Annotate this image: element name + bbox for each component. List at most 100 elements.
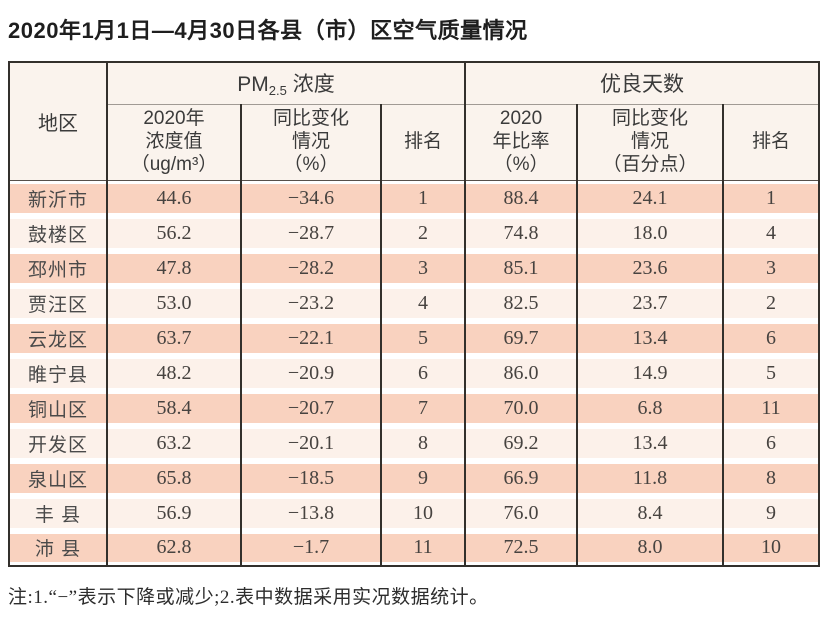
col-header-pm-change: 同比变化 情况 （%） bbox=[241, 104, 382, 181]
table-row: 云龙区 63.7 −22.1 5 69.7 13.4 6 bbox=[9, 320, 820, 356]
cell-rate-rank: 2 bbox=[723, 286, 820, 321]
cell-rate-rank: 5 bbox=[723, 356, 820, 391]
cell-rate-change: 8.0 bbox=[577, 530, 725, 566]
cell-pm-rank: 1 bbox=[381, 180, 467, 216]
cell-pm-rank: 11 bbox=[381, 530, 467, 566]
col-header-rate-change: 同比变化 情况 （百分点） bbox=[577, 104, 725, 181]
cell-rate-rank: 10 bbox=[723, 531, 820, 566]
good-days-label: 优良天数 bbox=[600, 73, 685, 97]
cell-rate-rank: 1 bbox=[723, 181, 820, 216]
table-row: 邳州市 47.8 −28.2 3 85.1 23.6 3 bbox=[9, 250, 820, 286]
col-header-pm-value: 2020年 浓度值 （ug/m³） bbox=[107, 104, 242, 181]
cell-region: 新沂市 bbox=[9, 180, 108, 216]
cell-rate-change: 13.4 bbox=[577, 425, 725, 461]
table-row: 贾汪区 53.0 −23.2 4 82.5 23.7 2 bbox=[9, 285, 820, 321]
cell-rate-change: 13.4 bbox=[577, 320, 725, 356]
group-header-row: 地区 PM2.5 浓度 优良天数 bbox=[9, 62, 820, 181]
cell-region: 沛 县 bbox=[9, 530, 108, 566]
cell-rate: 70.0 bbox=[465, 390, 579, 426]
cell-region: 泉山区 bbox=[9, 460, 108, 496]
cell-pm-value: 44.6 bbox=[107, 180, 242, 216]
cell-rate-change: 11.8 bbox=[577, 460, 725, 496]
cell-rate: 86.0 bbox=[465, 355, 579, 391]
cell-rate-rank: 6 bbox=[723, 321, 820, 356]
cell-pm-change: −1.7 bbox=[241, 530, 382, 566]
cell-rate: 82.5 bbox=[465, 285, 579, 321]
cell-rate: 74.8 bbox=[465, 215, 579, 251]
cell-pm-change: −20.7 bbox=[241, 390, 382, 426]
sub-header-row: 2020年 浓度值 （ug/m³） 同比变化 情况 （%） 排名 2020 年比… bbox=[9, 104, 820, 181]
cell-rate-change: 24.1 bbox=[577, 180, 725, 216]
air-quality-table: 地区 PM2.5 浓度 优良天数 2020年 浓度值 （ug/m³） 同比变化 … bbox=[8, 61, 821, 567]
cell-pm-value: 56.9 bbox=[107, 495, 242, 531]
table-row: 沛 县 62.8 −1.7 11 72.5 8.0 10 bbox=[9, 530, 820, 566]
pm25-label-suffix: 浓度 bbox=[286, 73, 335, 97]
cell-pm-rank: 5 bbox=[381, 320, 467, 356]
cell-pm-rank: 9 bbox=[381, 460, 467, 496]
cell-pm-rank: 4 bbox=[381, 285, 467, 321]
cell-pm-change: −18.5 bbox=[241, 460, 382, 496]
cell-region: 开发区 bbox=[9, 425, 108, 461]
table-row: 新沂市 44.6 −34.6 1 88.4 24.1 1 bbox=[9, 180, 820, 216]
cell-pm-rank: 10 bbox=[381, 495, 467, 531]
cell-rate-change: 14.9 bbox=[577, 355, 725, 391]
cell-rate: 76.0 bbox=[465, 495, 579, 531]
cell-rate-change: 18.0 bbox=[577, 215, 725, 251]
cell-pm-change: −23.2 bbox=[241, 285, 382, 321]
cell-pm-value: 53.0 bbox=[107, 285, 242, 321]
table-header: 地区 PM2.5 浓度 优良天数 2020年 浓度值 （ug/m³） 同比变化 … bbox=[9, 62, 820, 181]
cell-rate-change: 23.6 bbox=[577, 250, 725, 286]
cell-rate-rank: 9 bbox=[723, 496, 820, 531]
cell-region: 鼓楼区 bbox=[9, 215, 108, 251]
cell-rate-rank: 6 bbox=[723, 426, 820, 461]
cell-rate-rank: 11 bbox=[723, 391, 820, 426]
cell-rate-change: 23.7 bbox=[577, 285, 725, 321]
table-row: 铜山区 58.4 −20.7 7 70.0 6.8 11 bbox=[9, 390, 820, 426]
cell-rate: 66.9 bbox=[465, 460, 579, 496]
cell-pm-change: −28.7 bbox=[241, 215, 382, 251]
pm25-subscript: 2.5 bbox=[268, 83, 287, 99]
cell-rate: 69.7 bbox=[465, 320, 579, 356]
cell-pm-change: −20.9 bbox=[241, 355, 382, 391]
cell-rate: 69.2 bbox=[465, 425, 579, 461]
table-row: 丰 县 56.9 −13.8 10 76.0 8.4 9 bbox=[9, 495, 820, 531]
cell-region: 邳州市 bbox=[9, 250, 108, 286]
cell-pm-change: −13.8 bbox=[241, 495, 382, 531]
cell-rate-rank: 8 bbox=[723, 461, 820, 496]
cell-pm-value: 63.2 bbox=[107, 425, 242, 461]
cell-pm-value: 47.8 bbox=[107, 250, 242, 286]
table-row: 开发区 63.2 −20.1 8 69.2 13.4 6 bbox=[9, 425, 820, 461]
table-row: 泉山区 65.8 −18.5 9 66.9 11.8 8 bbox=[9, 460, 820, 496]
good-days-group-header: 优良天数 bbox=[465, 62, 820, 105]
cell-pm-rank: 8 bbox=[381, 425, 467, 461]
cell-pm-change: −34.6 bbox=[241, 180, 382, 216]
col-header-rate: 2020 年比率 （%） bbox=[465, 104, 579, 181]
pm25-group-header: PM2.5 浓度 bbox=[107, 62, 467, 105]
table-body: 新沂市 44.6 −34.6 1 88.4 24.1 1 鼓楼区 56.2 −2… bbox=[9, 180, 820, 566]
cell-pm-rank: 7 bbox=[381, 390, 467, 426]
table-row: 睢宁县 48.2 −20.9 6 86.0 14.9 5 bbox=[9, 355, 820, 391]
cell-pm-value: 48.2 bbox=[107, 355, 242, 391]
cell-pm-rank: 6 bbox=[381, 355, 467, 391]
cell-pm-change: −28.2 bbox=[241, 250, 382, 286]
cell-region: 贾汪区 bbox=[9, 285, 108, 321]
cell-pm-change: −20.1 bbox=[241, 425, 382, 461]
pm25-label-prefix: PM bbox=[237, 73, 269, 97]
cell-rate-change: 6.8 bbox=[577, 390, 725, 426]
cell-region: 丰 县 bbox=[9, 495, 108, 531]
cell-pm-value: 62.8 bbox=[107, 530, 242, 566]
region-column-header: 地区 bbox=[9, 62, 108, 181]
cell-rate-change: 8.4 bbox=[577, 495, 725, 531]
cell-pm-rank: 2 bbox=[381, 215, 467, 251]
cell-pm-value: 58.4 bbox=[107, 390, 242, 426]
table-row: 鼓楼区 56.2 −28.7 2 74.8 18.0 4 bbox=[9, 215, 820, 251]
cell-pm-value: 65.8 bbox=[107, 460, 242, 496]
cell-pm-value: 56.2 bbox=[107, 215, 242, 251]
cell-region: 铜山区 bbox=[9, 390, 108, 426]
cell-rate: 88.4 bbox=[465, 180, 579, 216]
cell-pm-value: 63.7 bbox=[107, 320, 242, 356]
cell-pm-change: −22.1 bbox=[241, 320, 382, 356]
cell-rate-rank: 4 bbox=[723, 216, 820, 251]
cell-rate: 72.5 bbox=[465, 530, 579, 566]
